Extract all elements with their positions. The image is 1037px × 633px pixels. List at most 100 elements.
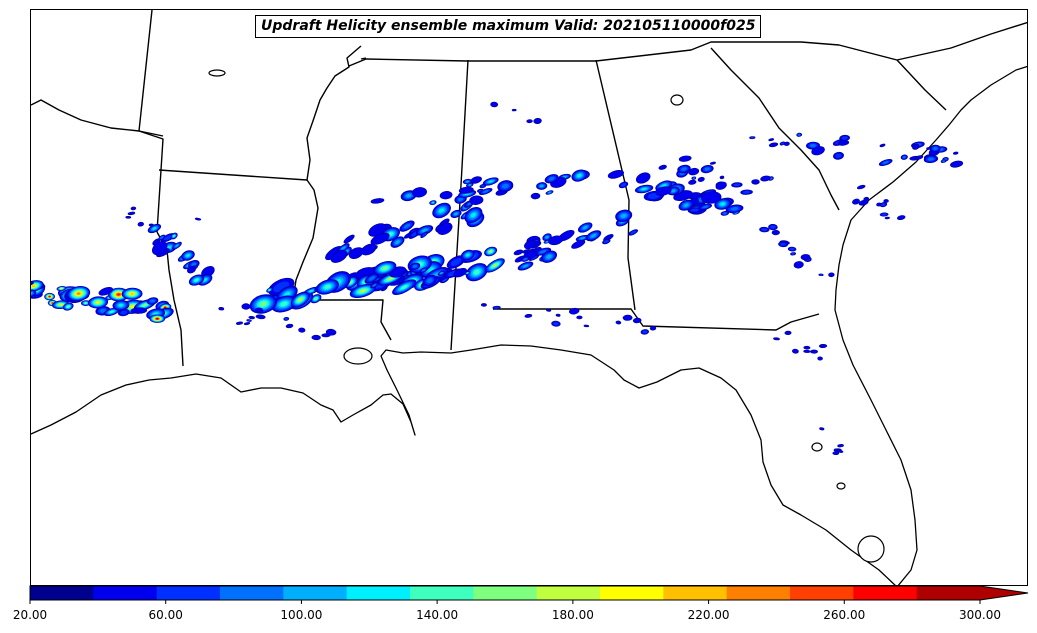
- swath-cell: [530, 255, 537, 260]
- swath-cell: [422, 268, 426, 272]
- swath-cell: [607, 170, 624, 179]
- swath-cell: [474, 270, 480, 275]
- swath-cell: [422, 232, 427, 237]
- swath-cell: [109, 310, 114, 313]
- swath-cell: [412, 264, 418, 268]
- swath-cell: [818, 343, 828, 349]
- swath-cell: [784, 330, 792, 336]
- state-boundaries: [31, 10, 1027, 367]
- swath-cell: [568, 307, 580, 315]
- swath-cell: [793, 261, 804, 269]
- swath-cell: [522, 264, 529, 268]
- swath-cell: [632, 317, 642, 324]
- swath-cell: [280, 302, 288, 306]
- swath-cell: [343, 234, 355, 244]
- swath-cell: [832, 451, 840, 456]
- colorbar-outline: [29, 585, 1029, 601]
- colorbar-segment: [790, 586, 854, 600]
- swath-cell: [730, 207, 739, 211]
- swath-cell: [852, 198, 860, 205]
- colorbar-segment: [853, 586, 918, 600]
- swath-cell: [260, 302, 267, 306]
- swath-cell: [635, 172, 651, 184]
- colorbar-segment: [536, 586, 601, 600]
- swath-cell: [803, 345, 811, 350]
- swath-cell: [311, 334, 321, 341]
- swath-cell: [571, 239, 586, 249]
- swath-cell: [720, 202, 725, 206]
- swath-cell: [151, 241, 168, 256]
- swath-cell: [395, 240, 400, 244]
- swath-cell: [803, 349, 811, 353]
- swath-cell: [630, 230, 637, 235]
- colorbar-scale: [29, 585, 1029, 604]
- swath-cell: [439, 208, 445, 213]
- swath-cell: [321, 333, 331, 338]
- swath-cell: [881, 213, 887, 216]
- swath-cell: [493, 264, 497, 267]
- swath-cell: [241, 303, 251, 310]
- swath-cell: [671, 189, 676, 193]
- swath-cell: [733, 183, 741, 187]
- colorbar-tick-label: 180.00: [551, 608, 594, 622]
- swath-cell: [248, 315, 255, 320]
- swath-cell: [835, 153, 842, 159]
- swath-cell: [130, 305, 135, 308]
- swath-cell: [750, 136, 754, 139]
- swath-cell: [681, 167, 687, 171]
- swath-cell: [523, 258, 528, 261]
- swath-cell: [620, 213, 627, 218]
- swath-cell: [548, 235, 563, 246]
- colorbar-segment: [93, 586, 158, 600]
- swath-cell: [590, 233, 597, 238]
- swath-cell: [59, 303, 63, 306]
- swath-cell: [719, 175, 725, 180]
- swath-cell: [440, 272, 443, 275]
- updraft-helicity-swaths: [31, 101, 964, 456]
- swath-cell: [388, 277, 393, 280]
- swath-cell: [742, 190, 751, 194]
- swath-cell: [401, 285, 408, 290]
- swath-cell: [421, 228, 428, 233]
- colorbar-segment: [916, 586, 981, 600]
- swath-cell: [704, 167, 710, 171]
- swath-cell: [841, 136, 848, 140]
- swath-cell: [789, 247, 795, 251]
- swath-cell: [175, 244, 179, 248]
- swath-cell: [465, 253, 470, 257]
- swath-cell: [450, 258, 462, 267]
- swath-cell: [881, 203, 886, 206]
- swath-cell: [583, 324, 590, 328]
- swath-cell: [406, 193, 412, 198]
- swath-cell: [490, 101, 499, 108]
- swath-cell: [453, 267, 468, 278]
- swath-cell: [368, 276, 375, 281]
- colorbar-segment: [663, 586, 728, 600]
- swath-cell: [953, 151, 959, 155]
- swath-cell: [912, 144, 920, 150]
- swath-cell: [439, 191, 453, 200]
- swath-cell: [32, 285, 36, 288]
- swath-cell: [819, 273, 823, 276]
- swath-cell: [48, 295, 51, 298]
- colorbar-segment: [283, 586, 348, 600]
- colorbar-segment: [220, 586, 284, 600]
- swath-cell: [285, 323, 294, 329]
- swath-cell: [163, 235, 173, 241]
- swath-cell: [454, 212, 458, 216]
- swath-cell: [692, 177, 695, 180]
- colorbar-tick-label: 140.00: [416, 608, 459, 622]
- swath-cell: [530, 192, 541, 200]
- coastline: [31, 65, 1027, 585]
- swath-cell: [927, 157, 934, 161]
- swath-cell: [431, 201, 435, 204]
- swath-cell: [218, 306, 225, 311]
- swath-cell: [649, 326, 657, 331]
- swath-cell: [539, 184, 544, 188]
- swath-cell: [723, 212, 727, 215]
- swath-cell: [798, 133, 801, 136]
- swath-cell: [186, 254, 190, 257]
- swath-cell: [458, 186, 474, 194]
- swath-cell: [702, 205, 709, 209]
- swath-cell: [882, 161, 889, 164]
